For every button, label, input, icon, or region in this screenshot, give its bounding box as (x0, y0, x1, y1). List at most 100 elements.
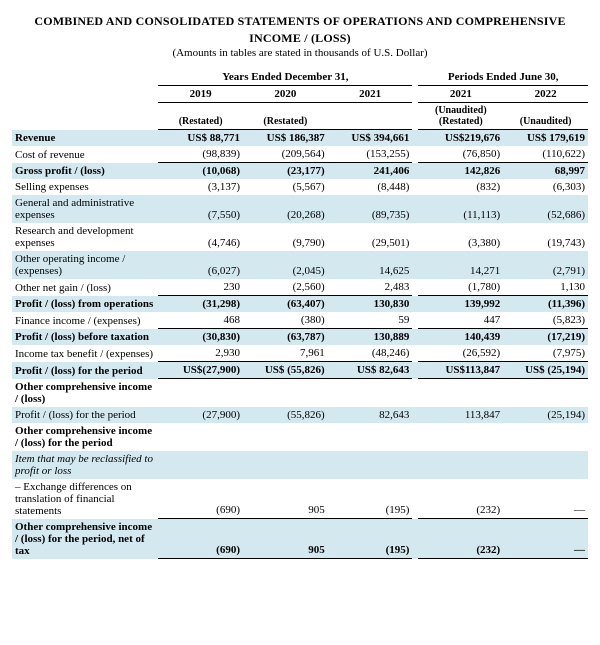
year-header: 2022 (503, 86, 588, 103)
cell-value: (8,448) (328, 179, 413, 195)
cell-value: US$ 88,771 (158, 130, 243, 147)
cell-value: 2,930 (158, 345, 243, 362)
cell-value: (6,303) (503, 179, 588, 195)
cell-value: (20,268) (243, 195, 328, 223)
row-label: Finance income / (expenses) (12, 312, 158, 329)
table-row: Gross profit / (loss)(10,068)(23,177)241… (12, 163, 588, 180)
cell-value: (25,194) (503, 407, 588, 423)
group-header-left: Years Ended December 31, (158, 69, 412, 86)
year-header: 2020 (243, 86, 328, 103)
subtitle: (Amounts in tables are stated in thousan… (12, 47, 588, 59)
cell-value: (63,787) (243, 329, 328, 346)
cell-value (328, 451, 413, 479)
cell-value: (26,592) (418, 345, 503, 362)
cell-value (243, 451, 328, 479)
financial-table: Years Ended December 31, Periods Ended J… (12, 69, 588, 559)
row-label: Cost of revenue (12, 146, 158, 163)
cell-value: (19,743) (503, 223, 588, 251)
cell-value (418, 379, 503, 407)
sub-header: (Unaudited) (Restated) (418, 103, 503, 130)
row-label: Other comprehensive income / (loss) for … (12, 423, 158, 451)
table-row: Other comprehensive income / (loss) for … (12, 423, 588, 451)
group-header-right: Periods Ended June 30, (418, 69, 588, 86)
cell-value: (153,255) (328, 146, 413, 163)
cell-value: 905 (243, 519, 328, 559)
cell-value (503, 423, 588, 451)
cell-value: (832) (418, 179, 503, 195)
year-header: 2021 (328, 86, 413, 103)
cell-value: 140,439 (418, 329, 503, 346)
cell-value: 82,643 (328, 407, 413, 423)
cell-value: (5,567) (243, 179, 328, 195)
cell-value: 14,271 (418, 251, 503, 279)
cell-value: US$(27,900) (158, 362, 243, 379)
cell-value (158, 451, 243, 479)
cell-value: (209,564) (243, 146, 328, 163)
cell-value (503, 379, 588, 407)
row-label: Profit / (loss) for the period (12, 407, 158, 423)
table-row: Other comprehensive income / (loss) for … (12, 519, 588, 559)
cell-value: (380) (243, 312, 328, 329)
title-line2: INCOME / (LOSS) (12, 31, 588, 46)
row-label: Profit / (loss) before taxation (12, 329, 158, 346)
cell-value: 59 (328, 312, 413, 329)
cell-value: (29,501) (328, 223, 413, 251)
cell-value (418, 423, 503, 451)
cell-value: (98,839) (158, 146, 243, 163)
cell-value (158, 423, 243, 451)
row-label: Income tax benefit / (expenses) (12, 345, 158, 362)
cell-value: — (503, 519, 588, 559)
cell-value: (195) (328, 479, 413, 519)
table-row: Income tax benefit / (expenses)2,9307,96… (12, 345, 588, 362)
row-label: Item that may be reclassified to profit … (12, 451, 158, 479)
table-row: Profit / (loss) from operations(31,298)(… (12, 296, 588, 313)
cell-value: (3,137) (158, 179, 243, 195)
cell-value: (3,380) (418, 223, 503, 251)
row-label: Other comprehensive income / (loss) for … (12, 519, 158, 559)
cell-value: US$ 179,619 (503, 130, 588, 147)
sub-header: (Restated) (158, 103, 243, 130)
row-label: Research and development expenses (12, 223, 158, 251)
cell-value: — (503, 479, 588, 519)
cell-value: (232) (418, 519, 503, 559)
cell-value: 113,847 (418, 407, 503, 423)
year-header: 2019 (158, 86, 243, 103)
cell-value: (2,560) (243, 279, 328, 296)
cell-value: (52,686) (503, 195, 588, 223)
table-row: Selling expenses(3,137)(5,567)(8,448) (83… (12, 179, 588, 195)
title-line1: COMBINED AND CONSOLIDATED STATEMENTS OF … (12, 14, 588, 29)
row-label: Profit / (loss) for the period (12, 362, 158, 379)
cell-value: (7,550) (158, 195, 243, 223)
cell-value (328, 379, 413, 407)
sub-header (328, 103, 413, 130)
cell-value: (5,823) (503, 312, 588, 329)
table-row: RevenueUS$ 88,771US$ 186,387US$ 394,661U… (12, 130, 588, 147)
table-row: Profit / (loss) for the periodUS$(27,900… (12, 362, 588, 379)
table-row: Item that may be reclassified to profit … (12, 451, 588, 479)
row-label: Profit / (loss) from operations (12, 296, 158, 313)
table-row: Profit / (loss) before taxation(30,830)(… (12, 329, 588, 346)
cell-value (243, 423, 328, 451)
cell-value: 1,130 (503, 279, 588, 296)
cell-value: 7,961 (243, 345, 328, 362)
cell-value: 468 (158, 312, 243, 329)
row-label: Selling expenses (12, 179, 158, 195)
row-label: – Exchange differences on translation of… (12, 479, 158, 519)
cell-value: 142,826 (418, 163, 503, 180)
year-header: 2021 (418, 86, 503, 103)
cell-value: US$113,847 (418, 362, 503, 379)
row-label: Revenue (12, 130, 158, 147)
cell-value: (9,790) (243, 223, 328, 251)
cell-value: US$ 82,643 (328, 362, 413, 379)
cell-value: 130,889 (328, 329, 413, 346)
cell-value: (17,219) (503, 329, 588, 346)
cell-value: 905 (243, 479, 328, 519)
row-label: Other comprehensive income / (loss) (12, 379, 158, 407)
row-label: General and administrative expenses (12, 195, 158, 223)
cell-value: (11,113) (418, 195, 503, 223)
cell-value: 14,625 (328, 251, 413, 279)
row-label: Other net gain / (loss) (12, 279, 158, 296)
cell-value: (2,791) (503, 251, 588, 279)
cell-value: (195) (328, 519, 413, 559)
cell-value: (89,735) (328, 195, 413, 223)
